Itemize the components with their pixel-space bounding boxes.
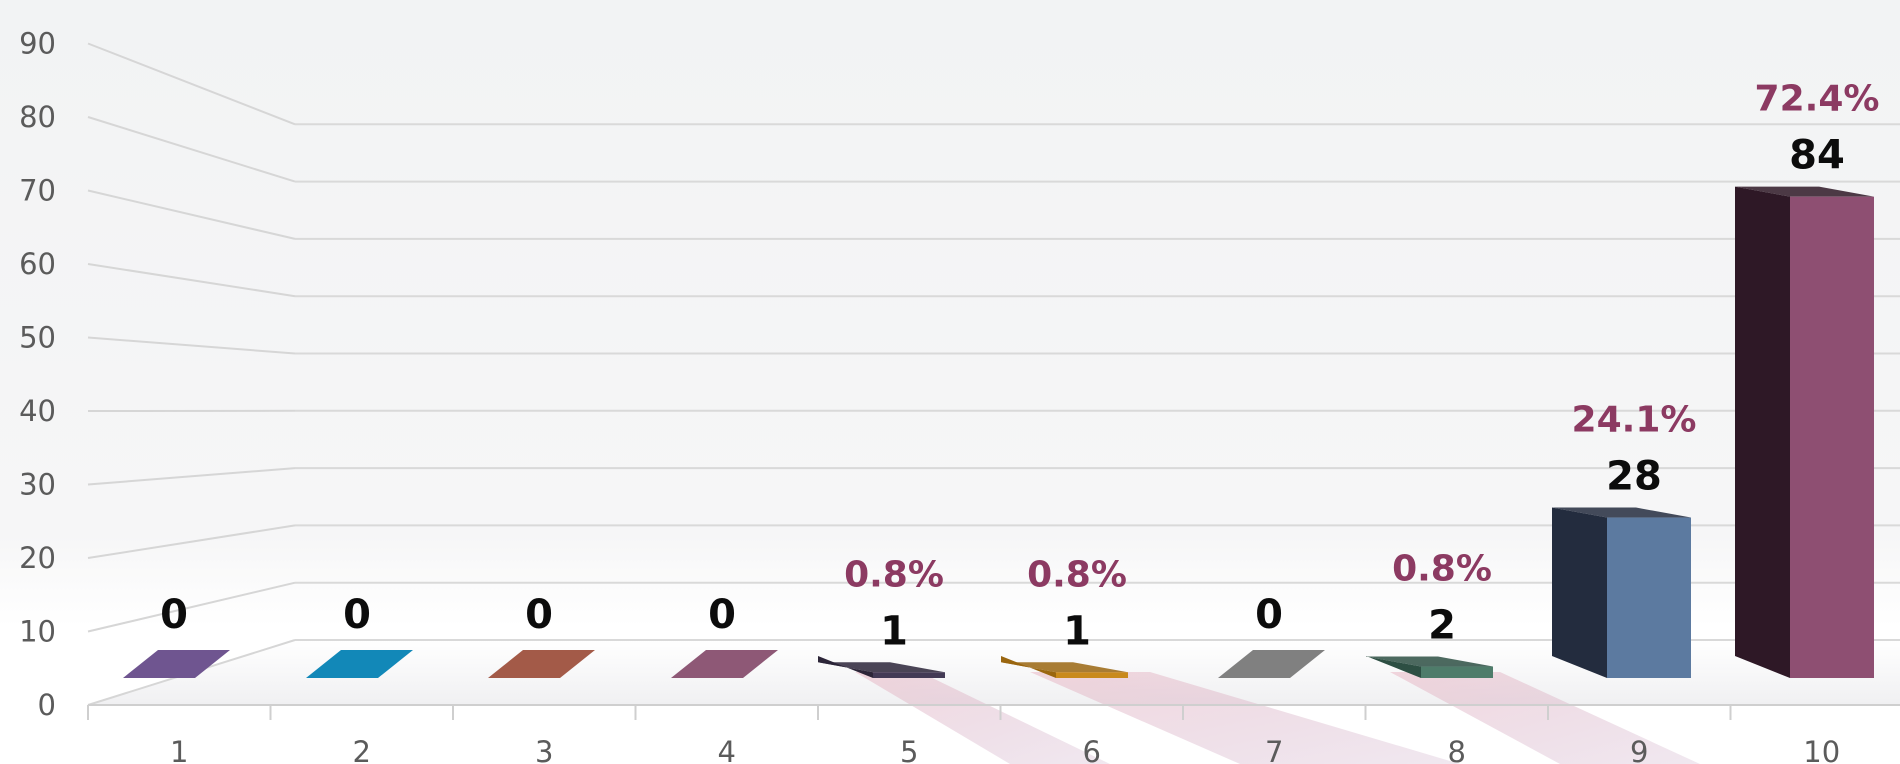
y-tick-label: 30 xyxy=(19,468,56,502)
bar-side xyxy=(1552,507,1607,678)
y-tick-label: 40 xyxy=(19,394,56,428)
floor-shadow xyxy=(1390,672,1700,764)
value-label: 1 xyxy=(1063,608,1091,654)
value-label: 0 xyxy=(160,592,188,638)
bar-9 xyxy=(1552,507,1691,678)
bar-side xyxy=(1735,186,1790,678)
bar-4 xyxy=(671,650,778,678)
y-tick-label: 80 xyxy=(19,100,56,134)
bar-side xyxy=(1366,656,1421,678)
y-tick-label: 20 xyxy=(19,541,56,575)
bar-top xyxy=(1001,662,1128,673)
y-tick-label: 60 xyxy=(19,247,56,281)
percent-label: 24.1% xyxy=(1572,400,1697,441)
bar-mark xyxy=(671,650,778,678)
gridline-diagonal xyxy=(87,336,296,355)
bar-7 xyxy=(1218,650,1325,678)
value-label: 1 xyxy=(880,608,908,654)
bar-mark xyxy=(873,672,945,678)
x-tick-label: 3 xyxy=(535,735,553,764)
bar-top xyxy=(818,662,945,673)
x-tick-label: 7 xyxy=(1265,735,1283,764)
bar-6 xyxy=(1001,656,1128,678)
y-tick-label: 50 xyxy=(19,321,56,355)
y-tick-label: 10 xyxy=(19,615,56,649)
value-label: 0 xyxy=(708,592,736,638)
value-label: 28 xyxy=(1606,454,1662,500)
y-tick-label: 0 xyxy=(38,688,56,722)
floor-shadow xyxy=(1030,672,1460,764)
labels: 010203040506070809010203040510.8%610.8%7… xyxy=(19,27,1879,764)
x-tick-label: 9 xyxy=(1630,735,1648,764)
value-label: 0 xyxy=(525,592,553,638)
value-label: 0 xyxy=(343,592,371,638)
bar-3 xyxy=(488,650,595,678)
bar-mark xyxy=(1056,672,1128,678)
bar-2 xyxy=(306,650,413,678)
gridline-diagonal xyxy=(87,189,296,240)
value-label: 0 xyxy=(1255,592,1283,638)
floor-shadow xyxy=(855,672,1110,764)
percent-label: 72.4% xyxy=(1755,79,1880,120)
bars xyxy=(123,186,1874,678)
percent-label: 0.8% xyxy=(1392,549,1492,590)
x-tick-label: 10 xyxy=(1803,735,1840,764)
x-tick-label: 5 xyxy=(900,735,918,764)
bar-5 xyxy=(818,656,945,678)
value-label: 84 xyxy=(1789,133,1845,179)
gridline-diagonal xyxy=(87,42,296,126)
x-tick-label: 6 xyxy=(1083,735,1101,764)
bar-10 xyxy=(1735,186,1874,678)
x-tick-label: 2 xyxy=(353,735,371,764)
bar-mark xyxy=(1790,196,1874,678)
percent-label: 0.8% xyxy=(844,554,944,595)
bar-mark xyxy=(1218,650,1325,678)
gridline-diagonal xyxy=(87,116,296,183)
bar-top xyxy=(1735,186,1874,197)
bar-mark xyxy=(1607,517,1691,678)
x-tick-label: 4 xyxy=(718,735,736,764)
gridline-diagonal xyxy=(87,467,296,486)
bar-top xyxy=(1552,507,1691,518)
y-tick-label: 90 xyxy=(19,27,56,61)
value-label: 2 xyxy=(1428,603,1456,649)
bar-1 xyxy=(123,650,230,678)
gridline-diagonal xyxy=(87,581,296,633)
bar-top xyxy=(1366,656,1493,667)
bar-mark xyxy=(488,650,595,678)
bar-mark xyxy=(1421,666,1493,678)
y-tick-label: 70 xyxy=(19,174,56,208)
bar-mark xyxy=(123,650,230,678)
x-tick-label: 1 xyxy=(170,735,188,764)
bar-8 xyxy=(1366,656,1493,678)
percent-label: 0.8% xyxy=(1027,554,1127,595)
gridline-diagonal xyxy=(87,524,296,559)
x-tick-label: 8 xyxy=(1448,735,1466,764)
gridline-diagonal xyxy=(87,263,296,298)
bar-mark xyxy=(306,650,413,678)
